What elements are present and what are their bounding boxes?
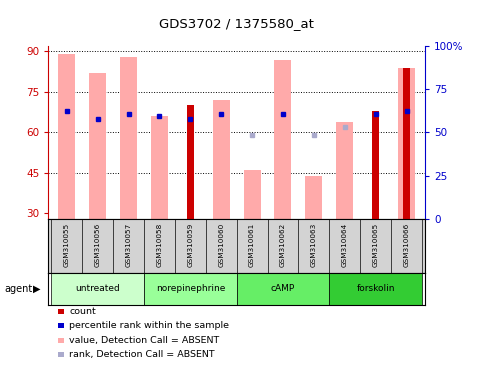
Text: value, Detection Call = ABSENT: value, Detection Call = ABSENT bbox=[69, 336, 219, 345]
Bar bbox=[58, 54, 75, 219]
Bar bbox=[120, 57, 137, 219]
Text: GSM310064: GSM310064 bbox=[342, 223, 348, 267]
Text: percentile rank within the sample: percentile rank within the sample bbox=[69, 321, 229, 330]
Text: GSM310057: GSM310057 bbox=[126, 223, 131, 267]
Bar bbox=[144, 273, 237, 305]
Bar bbox=[403, 68, 411, 219]
Text: GSM310062: GSM310062 bbox=[280, 223, 286, 267]
Text: agent: agent bbox=[5, 284, 33, 294]
Text: GSM310066: GSM310066 bbox=[403, 223, 410, 267]
Bar bbox=[329, 273, 422, 305]
Bar bbox=[274, 60, 291, 219]
Bar bbox=[305, 176, 322, 219]
Text: rank, Detection Call = ABSENT: rank, Detection Call = ABSENT bbox=[69, 350, 215, 359]
Bar bbox=[151, 116, 168, 219]
Bar bbox=[186, 106, 194, 219]
Bar bbox=[398, 68, 415, 219]
Text: GSM310065: GSM310065 bbox=[372, 223, 379, 267]
Bar bbox=[237, 273, 329, 305]
Text: count: count bbox=[69, 306, 96, 316]
Bar bbox=[372, 111, 380, 219]
Text: cAMP: cAMP bbox=[271, 285, 295, 293]
Text: ▶: ▶ bbox=[33, 284, 41, 294]
Text: forskolin: forskolin bbox=[356, 285, 395, 293]
Bar bbox=[213, 100, 230, 219]
Text: untreated: untreated bbox=[75, 285, 120, 293]
Bar bbox=[243, 170, 261, 219]
Bar bbox=[336, 122, 353, 219]
Text: GSM310059: GSM310059 bbox=[187, 223, 193, 267]
Text: GSM310056: GSM310056 bbox=[95, 223, 101, 267]
Text: GSM310058: GSM310058 bbox=[156, 223, 162, 267]
Text: GSM310060: GSM310060 bbox=[218, 223, 224, 267]
Text: GSM310055: GSM310055 bbox=[64, 223, 70, 267]
Text: norepinephrine: norepinephrine bbox=[156, 285, 225, 293]
Text: GDS3702 / 1375580_at: GDS3702 / 1375580_at bbox=[159, 17, 314, 30]
Bar bbox=[89, 73, 106, 219]
Text: GSM310063: GSM310063 bbox=[311, 223, 317, 267]
Bar bbox=[51, 273, 144, 305]
Text: GSM310061: GSM310061 bbox=[249, 223, 255, 267]
